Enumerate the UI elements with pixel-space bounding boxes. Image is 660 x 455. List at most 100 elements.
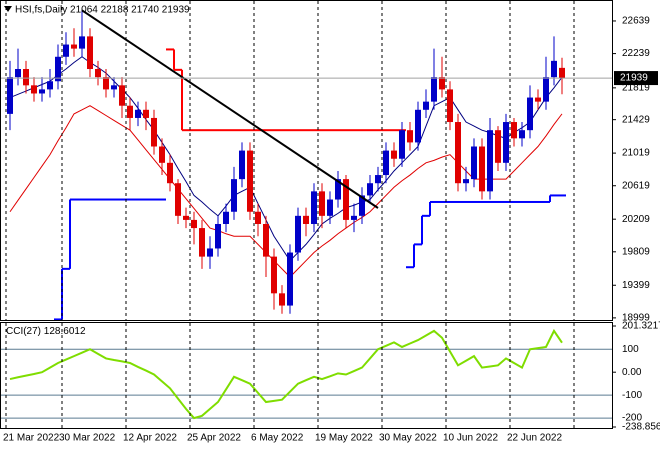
candle-body	[255, 211, 261, 224]
candle-body	[471, 146, 477, 180]
candle-body	[383, 150, 389, 176]
candle-body	[559, 67, 565, 79]
price-frame	[0, 0, 613, 321]
level-label: -200	[622, 413, 642, 424]
x-tick-label: 19 May 2022	[315, 433, 373, 444]
candle-body	[463, 179, 469, 184]
level-label: -100	[622, 390, 642, 401]
candle-body	[127, 105, 133, 118]
candle-body	[15, 69, 21, 78]
candle-body	[551, 60, 557, 78]
trendline	[81, 9, 379, 209]
candle-body	[223, 211, 229, 224]
candle-body	[247, 150, 253, 212]
cci-line	[9, 328, 563, 420]
candle-body	[527, 97, 533, 131]
candle-body	[263, 223, 269, 257]
candle-body	[183, 215, 189, 220]
y-tick-label: 21019	[622, 148, 650, 159]
y-tick-label: 21819	[622, 82, 650, 93]
candle-body	[295, 215, 301, 253]
axes: 21 Mar 2022 30 Mar 2022 12 Apr 2022 25 Apr …	[3, 1, 660, 444]
candle-body	[511, 122, 517, 139]
candle-body	[95, 69, 101, 78]
y-tick-label: 22239	[622, 48, 650, 59]
candle-body	[311, 191, 317, 224]
menu-arrow[interactable]	[4, 6, 12, 12]
candle-body	[135, 109, 141, 118]
candle-body	[231, 179, 237, 212]
y-tick-label: 21429	[622, 114, 650, 125]
candle-body	[487, 130, 493, 192]
x-tick-label: 22 Jun 2022	[507, 433, 562, 444]
candle-body	[47, 81, 53, 90]
candle-body	[159, 146, 165, 163]
x-tick-label: 12 Apr 2022	[123, 433, 177, 444]
cci-name: CCI(27)	[6, 326, 41, 337]
candle-body	[343, 179, 349, 220]
candle-body	[415, 109, 421, 143]
y-tick-label: 22639	[622, 16, 650, 27]
current-price-box	[614, 71, 658, 86]
candle-body	[351, 215, 357, 220]
candle-body	[143, 109, 149, 118]
candle-body	[175, 183, 181, 216]
candle-body	[335, 179, 341, 200]
candle-body	[423, 101, 429, 110]
price-panel	[1, 9, 612, 320]
candle-body	[167, 162, 173, 184]
candle-body	[63, 44, 69, 57]
candle-body	[439, 77, 445, 90]
candle-body	[399, 130, 405, 159]
current-price-label: 21939	[620, 73, 648, 84]
candle-body	[55, 56, 61, 82]
candle-body	[543, 77, 549, 102]
candle-body	[455, 122, 461, 184]
y-tick-label: 20619	[622, 180, 650, 191]
chart-header: HSI,fs,Daily 21064 22188 21740 21939	[15, 5, 190, 16]
candle-body	[31, 85, 37, 94]
candle-body	[535, 97, 541, 102]
indicator-line	[9, 56, 563, 262]
y-tick-label: 201.3217	[622, 321, 660, 332]
candle-body	[375, 175, 381, 184]
candle-body	[215, 223, 221, 249]
candle-body	[111, 85, 117, 90]
x-tick-label: 25 Apr 2022	[187, 433, 241, 444]
candle-body	[327, 199, 333, 216]
candle-body	[367, 183, 373, 196]
y-tick-label: 18999	[622, 313, 650, 324]
candle-body	[71, 44, 77, 49]
y-tick-label: 19809	[622, 246, 650, 257]
y-tick-label: 19399	[622, 280, 650, 291]
x-tick-label: 6 May 2022	[251, 433, 304, 444]
candle-body	[23, 69, 29, 86]
candle-body	[271, 256, 277, 294]
cci-value: 128.6012	[44, 326, 86, 337]
y-tick-label: 20209	[622, 214, 650, 225]
candle-body	[119, 85, 125, 106]
candle-body	[39, 89, 45, 94]
candle-body	[495, 130, 501, 163]
candle-body	[391, 150, 397, 159]
x-tick-label: 30 Mar 2022	[59, 433, 116, 444]
candle-body	[191, 219, 197, 229]
candle-body	[87, 36, 93, 70]
candle-body	[407, 130, 413, 143]
candle-body	[239, 150, 245, 180]
candle-body	[279, 293, 285, 306]
x-tick-label: 10 Jun 2022	[443, 433, 498, 444]
candle-body	[503, 122, 509, 163]
x-tick-label: 30 May 2022	[379, 433, 437, 444]
x-tick-label: 21 Mar 2022	[3, 433, 60, 444]
candle-body	[447, 89, 453, 123]
candle-body	[479, 146, 485, 192]
candle-body	[359, 195, 365, 216]
y-tick-label: 0.00	[622, 367, 642, 378]
candle-body	[287, 252, 293, 306]
candle-body	[79, 36, 85, 49]
cci-frame	[0, 322, 613, 429]
y-tick-label: -238.856	[622, 422, 660, 433]
candle-body	[103, 77, 109, 90]
